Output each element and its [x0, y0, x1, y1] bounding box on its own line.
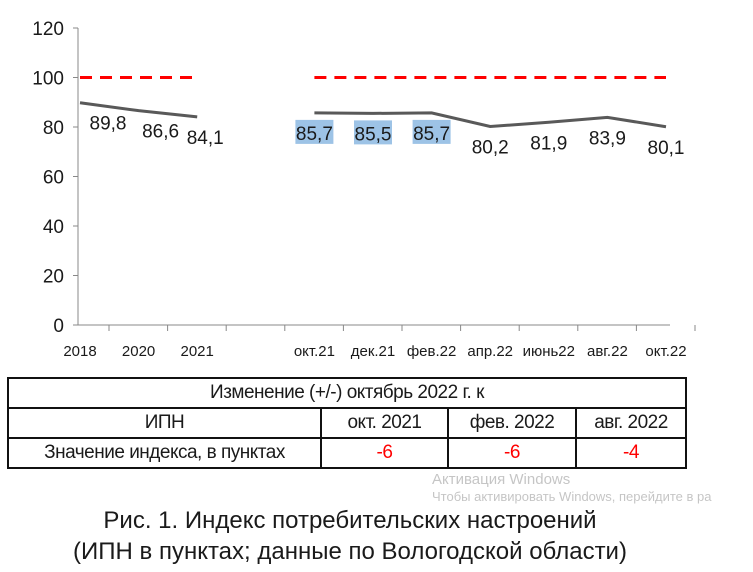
data-label: 86,6 — [142, 122, 179, 143]
row-label: Значение индекса, в пунктах — [7, 437, 322, 469]
y-tick-label: 40 — [43, 217, 64, 238]
column-feb-2022: фев. 2022 — [447, 407, 577, 439]
y-tick-label: 60 — [43, 168, 64, 189]
line-chart: 0 20 40 60 80 100 120 2018 2020 2021 окт.21 дек.21 ф… — [32, 19, 696, 360]
column-oct-2021: окт. 2021 — [320, 407, 449, 439]
x-tick-label: июнь22 — [523, 343, 575, 360]
data-label: 83,9 — [589, 128, 626, 149]
y-tick-label: 80 — [43, 118, 64, 139]
value-oct-2021: -6 — [320, 437, 449, 469]
data-label: 80,2 — [472, 138, 509, 159]
data-label: 85,5 — [355, 124, 392, 145]
data-label: 85,7 — [296, 124, 333, 145]
data-label: 85,7 — [413, 124, 450, 145]
value-feb-2022: -6 — [447, 437, 577, 469]
x-tick-label: окт.21 — [294, 343, 335, 360]
table-header: Изменение (+/-) октябрь 2022 г. к — [7, 377, 687, 409]
x-tick-label: фев.22 — [407, 343, 457, 360]
data-label: 84,1 — [187, 128, 224, 149]
change-table: Изменение (+/-) октябрь 2022 г. к ИПН ок… — [7, 377, 687, 469]
y-tick-label: 0 — [53, 316, 64, 337]
data-label: 80,1 — [648, 138, 685, 159]
x-tick-label: 2018 — [63, 343, 96, 360]
data-label: 81,9 — [530, 133, 567, 154]
column-ipn: ИПН — [7, 407, 322, 439]
caption-line2: (ИПН в пунктах; данные по Вологодской об… — [73, 538, 627, 565]
data-label: 89,8 — [90, 114, 127, 135]
label-highlight — [412, 119, 451, 144]
column-aug-2022: авг. 2022 — [575, 407, 687, 439]
series-line — [79, 101, 198, 119]
watermark-title: Активация Windows — [432, 471, 571, 488]
y-tick-label: 20 — [43, 267, 64, 288]
x-tick-label: 2020 — [122, 343, 155, 360]
label-highlight — [354, 120, 392, 145]
x-tick-label: авг.22 — [587, 343, 628, 360]
x-tick-label: 2021 — [181, 343, 214, 360]
x-tick-label: дек.21 — [351, 343, 396, 360]
label-highlight — [295, 119, 334, 144]
y-tick-label: 100 — [32, 69, 64, 90]
series-line — [314, 111, 667, 129]
x-tick-label: окт.22 — [645, 343, 686, 360]
x-tick-label: апр.22 — [467, 343, 513, 360]
watermark-text: Чтобы активировать Windows, перейдите в … — [432, 489, 712, 504]
y-tick-label: 120 — [32, 19, 64, 40]
caption-line1: Рис. 1. Индекс потребительских настроени… — [103, 507, 597, 534]
value-aug-2022: -4 — [575, 437, 687, 469]
